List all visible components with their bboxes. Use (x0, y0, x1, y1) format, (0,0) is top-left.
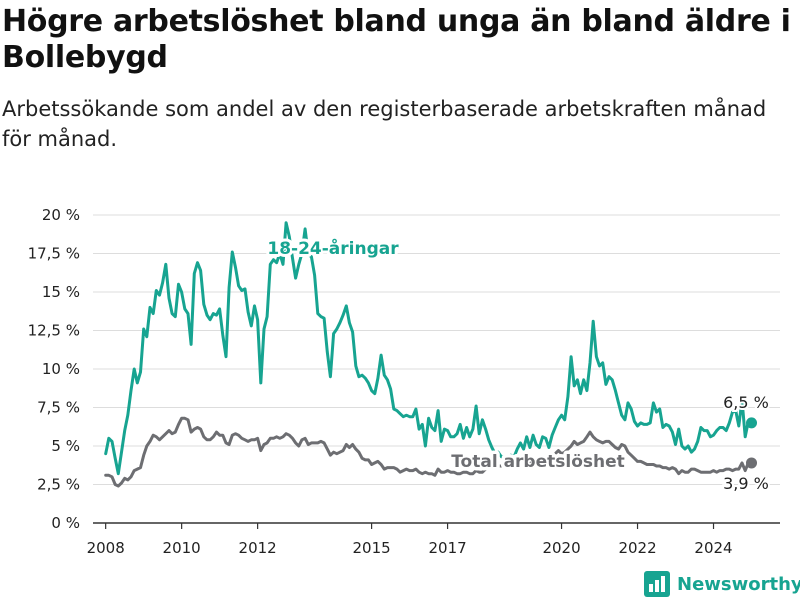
y-tick-label: 15 % (42, 283, 80, 301)
youth-endpoint-marker (746, 417, 758, 429)
x-tick-label: 2020 (542, 539, 580, 557)
grid-layer: 0 % 2,5 % 5 % 7,5 % 10 % 12,5 % 15 % 17,5 % 20 %… (28, 206, 780, 557)
bar-chart-icon (644, 571, 670, 597)
y-tick-label: 12,5 % (28, 322, 80, 340)
y-tick-label: 10 % (42, 360, 80, 378)
x-tick-label: 2017 (428, 539, 466, 557)
youth-series-label: 18-24-åringar (267, 237, 399, 259)
y-tick-label: 2,5 % (37, 476, 80, 494)
x-tick-label: 2010 (163, 539, 201, 557)
label-layer: 18-24-åringar Total arbetslöshet 6,5 % 3,9 … (264, 234, 770, 495)
page-subtitle: Arbetssökande som andel av den registerb… (2, 97, 767, 151)
brand-logo: Newsworthy (644, 569, 800, 599)
y-tick-label: 20 % (42, 206, 80, 224)
x-tick-label: 2012 (239, 539, 277, 557)
total-series-label: Total arbetslöshet (451, 452, 625, 472)
youth-end-value-label: 6,5 % (723, 393, 769, 412)
brand-name: Newsworthy (677, 573, 800, 595)
x-tick-label: 2022 (618, 539, 656, 557)
y-tick-label: 5 % (51, 437, 80, 455)
total-end-value-label: 3,9 % (723, 474, 769, 493)
series-layer (104, 221, 758, 488)
x-tick-label: 2008 (87, 539, 125, 557)
total-endpoint-marker (746, 457, 758, 469)
page-title: Högre arbetslöshet bland unga än bland ä… (2, 4, 791, 75)
y-tick-label: 0 % (51, 514, 80, 532)
x-tick-label: 2015 (353, 539, 391, 557)
x-tick-label: 2024 (694, 539, 732, 557)
youth-series-line (104, 221, 753, 476)
total-series-line (104, 416, 753, 488)
y-tick-label: 17,5 % (28, 245, 80, 263)
y-tick-label: 7,5 % (37, 399, 80, 417)
